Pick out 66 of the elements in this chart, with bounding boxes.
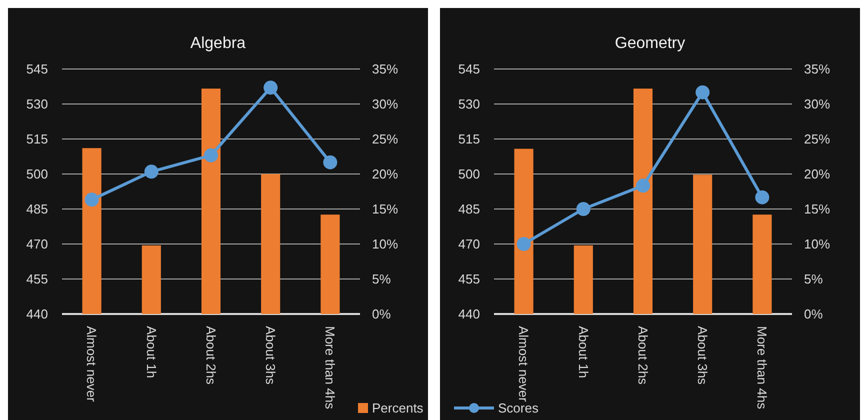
y2-tick-label: 30% (372, 96, 398, 112)
point (636, 178, 650, 193)
bar (142, 245, 161, 314)
y-tick-label: 545 (458, 62, 480, 77)
y2-tick-label: 10% (804, 236, 830, 252)
legend-label: Percents (372, 400, 424, 416)
x-tick-label: More than 4hs (754, 326, 770, 410)
x-tick-label: About 1h (144, 326, 159, 378)
y-tick-label: 440 (458, 306, 480, 322)
y2-tick-label: 35% (804, 62, 830, 77)
y2-tick-label: 35% (372, 62, 398, 77)
x-tick-label: Almost never (516, 326, 532, 403)
x-tick-label: About 2hs (203, 326, 218, 386)
y-tick-label: 455 (26, 272, 48, 287)
y-tick-label: 500 (26, 166, 48, 182)
x-tick-label: About 1h (576, 326, 591, 378)
y2-tick-label: 5% (372, 272, 392, 287)
legend-label: Scores (498, 400, 539, 416)
y-tick-label: 530 (26, 96, 48, 112)
y-tick-label: 470 (26, 236, 48, 252)
y-tick-label: 545 (26, 62, 48, 77)
point (84, 192, 99, 207)
y-tick-label: 515 (458, 132, 480, 147)
bar (201, 88, 221, 314)
x-tick-label: Almost never (84, 326, 100, 403)
point (576, 202, 590, 216)
y2-tick-label: 15% (804, 202, 830, 217)
y2-tick-label: 30% (804, 96, 830, 112)
x-tick-label: More than 4hs (322, 326, 338, 410)
chart-title: Geometry (614, 35, 686, 52)
y2-tick-label: 25% (804, 132, 830, 147)
x-tick-label: About 3hs (263, 326, 278, 386)
y2-tick-label: 25% (372, 132, 398, 147)
y2-tick-label: 20% (372, 166, 398, 182)
y-tick-label: 530 (458, 96, 480, 112)
point (264, 80, 278, 95)
y2-tick-label: 20% (804, 166, 830, 182)
x-tick-label: About 2hs (635, 326, 650, 386)
y-tick-label: 515 (26, 132, 48, 147)
point (516, 237, 531, 251)
bar (693, 174, 712, 314)
bar (574, 245, 593, 314)
bar (82, 148, 102, 314)
y-tick-label: 500 (458, 166, 480, 182)
y2-tick-label: 10% (372, 236, 398, 252)
chart-title: Algebra (190, 35, 246, 52)
x-tick-label: About 3hs (695, 326, 710, 386)
y-tick-label: 440 (26, 306, 48, 322)
y-tick-label: 470 (458, 236, 480, 252)
y2-tick-label: 0% (804, 306, 824, 322)
bar (261, 174, 280, 314)
point (755, 190, 770, 204)
bar (514, 148, 534, 314)
bar (633, 88, 653, 314)
y-tick-label: 485 (458, 202, 480, 217)
y-tick-label: 485 (26, 202, 48, 217)
y2-tick-label: 5% (804, 272, 824, 287)
bar (752, 214, 772, 314)
point (323, 155, 338, 170)
y-tick-label: 455 (458, 272, 480, 287)
bar (320, 214, 340, 314)
point (144, 164, 158, 179)
y2-tick-label: 0% (372, 306, 392, 322)
point (204, 148, 218, 162)
y2-tick-label: 15% (372, 202, 398, 217)
point (696, 85, 710, 100)
